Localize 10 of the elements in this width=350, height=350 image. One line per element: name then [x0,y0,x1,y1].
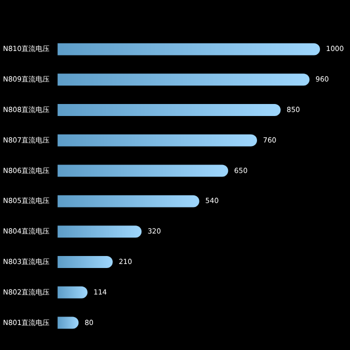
bar [58,226,142,238]
bar [58,164,228,177]
bar [58,316,79,329]
bar [58,74,310,86]
bar [58,43,320,56]
bar [58,104,281,116]
bar [58,286,88,298]
bar [58,134,258,146]
bar [58,256,113,268]
bar [58,195,200,208]
